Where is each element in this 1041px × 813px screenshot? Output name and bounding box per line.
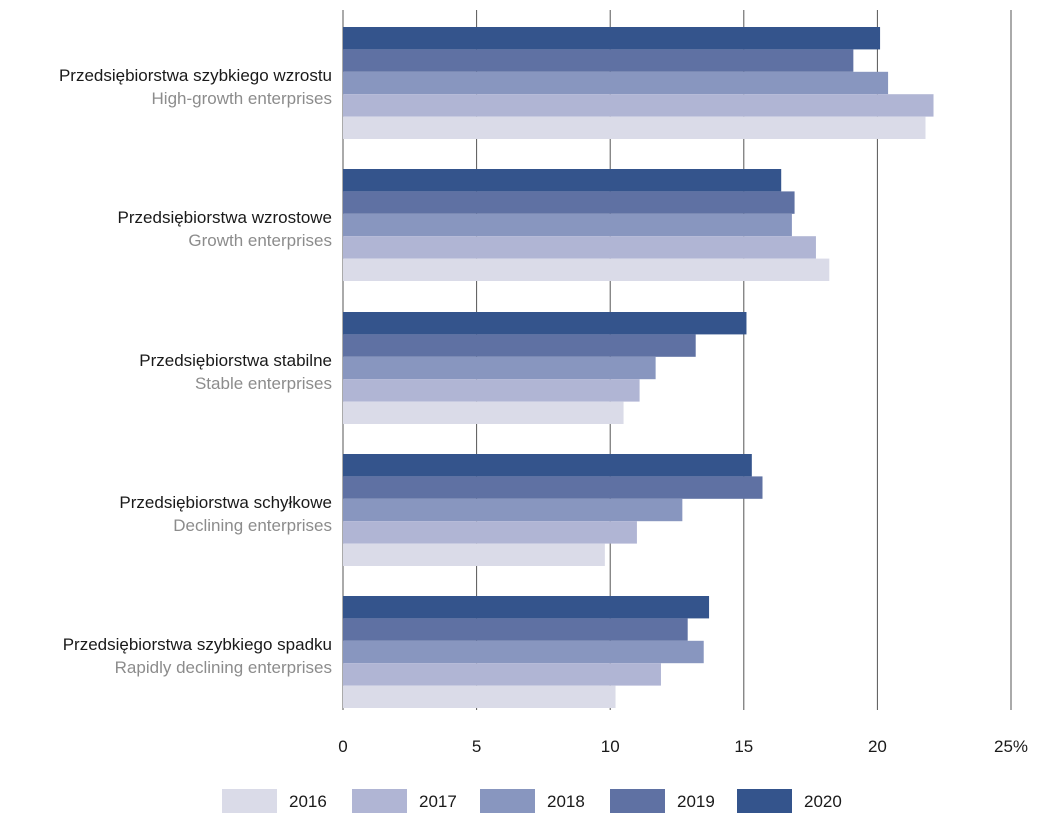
legend-swatch bbox=[610, 789, 665, 813]
category-sublabel: Declining enterprises bbox=[173, 516, 332, 535]
legend-label: 2016 bbox=[289, 792, 327, 811]
category-sublabel: Rapidly declining enterprises bbox=[115, 658, 332, 677]
bar bbox=[343, 543, 605, 566]
bar bbox=[343, 356, 656, 380]
legend-label: 2017 bbox=[419, 792, 457, 811]
bar bbox=[343, 498, 683, 522]
category-sublabel: Growth enterprises bbox=[188, 231, 332, 250]
legend-swatch bbox=[737, 789, 792, 813]
bar bbox=[343, 476, 763, 499]
x-tick-label: 5 bbox=[472, 737, 481, 756]
bar bbox=[343, 94, 934, 117]
bar bbox=[343, 401, 624, 424]
x-tick-label: 20 bbox=[868, 737, 887, 756]
bar bbox=[343, 236, 816, 259]
bar bbox=[343, 191, 795, 214]
category-label: Przedsiębiorstwa szybkiego spadku bbox=[63, 635, 332, 654]
category-label: Przedsiębiorstwa stabilne bbox=[139, 351, 332, 370]
bars bbox=[343, 27, 934, 708]
category-label: Przedsiębiorstwa wzrostowe bbox=[118, 208, 332, 227]
bar bbox=[343, 640, 704, 664]
bar bbox=[343, 379, 640, 402]
category-label: Przedsiębiorstwa schyłkowe bbox=[119, 493, 332, 512]
legend-item: 2020 bbox=[737, 789, 842, 813]
legend-swatch bbox=[480, 789, 535, 813]
legend-item: 2019 bbox=[610, 789, 715, 813]
category-sublabel: Stable enterprises bbox=[195, 374, 332, 393]
bar bbox=[343, 663, 661, 686]
bar bbox=[343, 618, 688, 641]
bar bbox=[343, 596, 710, 619]
bar bbox=[343, 49, 854, 72]
legend-swatch bbox=[352, 789, 407, 813]
bar bbox=[343, 521, 637, 544]
bar bbox=[343, 116, 926, 139]
x-tick-label: 15 bbox=[734, 737, 753, 756]
legend: 2016 2017 2018 2019 2020 bbox=[222, 789, 842, 813]
bar bbox=[343, 312, 747, 335]
category-sublabel: High-growth enterprises bbox=[152, 89, 332, 108]
bar bbox=[343, 71, 889, 95]
legend-label: 2019 bbox=[677, 792, 715, 811]
x-tick-label: 0 bbox=[338, 737, 347, 756]
x-axis-tick-labels: 0 5 10 15 20 25% bbox=[338, 737, 1028, 756]
legend-label: 2020 bbox=[804, 792, 842, 811]
bar bbox=[343, 213, 792, 237]
legend-label: 2018 bbox=[547, 792, 585, 811]
category-labels: Przedsiębiorstwa szybkiego wzrostu High-g… bbox=[59, 66, 332, 677]
bar bbox=[343, 258, 830, 281]
category-label: Przedsiębiorstwa szybkiego wzrostu bbox=[59, 66, 332, 85]
x-tick-label: 10 bbox=[601, 737, 620, 756]
legend-item: 2017 bbox=[352, 789, 457, 813]
bar bbox=[343, 685, 616, 708]
bar bbox=[343, 27, 881, 50]
bar bbox=[343, 454, 752, 477]
legend-item: 2016 bbox=[222, 789, 327, 813]
legend-item: 2018 bbox=[480, 789, 585, 813]
legend-swatch bbox=[222, 789, 277, 813]
bar bbox=[343, 169, 782, 192]
bar bbox=[343, 334, 696, 357]
x-tick-label: 25% bbox=[994, 737, 1028, 756]
